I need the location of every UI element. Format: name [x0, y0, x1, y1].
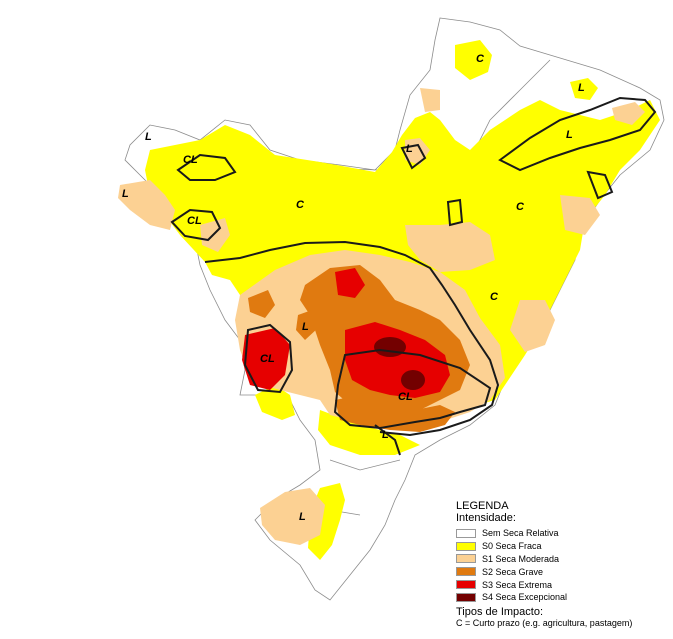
legend-swatch [456, 528, 476, 538]
legend-item: Sem Seca Relativa [456, 527, 668, 540]
legend-item: S3 Seca Extrema [456, 578, 668, 591]
legend-item: S1 Seca Moderada [456, 553, 668, 566]
impact-type-c: C = Curto prazo (e.g. agricultura, pasta… [456, 617, 633, 628]
legend-title: LEGENDA [456, 500, 509, 512]
legend-swatch [456, 567, 476, 577]
label-c: C [490, 291, 499, 303]
legend-item: S2 Seca Grave [456, 565, 668, 578]
legend-item: S0 Seca Fraca [456, 540, 668, 553]
legend-swatch [456, 554, 476, 564]
label-l: L [302, 321, 309, 333]
impact-labels: C C C C CL CL CL CL L L L L L L L L [122, 53, 585, 523]
label-l: L [566, 129, 573, 141]
label-cl: CL [183, 154, 198, 166]
label-l: L [122, 188, 129, 200]
legend-label: Sem Seca Relativa [482, 528, 559, 539]
impact-boundaries [170, 96, 657, 456]
label-c: C [516, 201, 525, 213]
legend-swatch [456, 541, 476, 551]
legend-subtitle: Intensidade: [456, 512, 516, 524]
label-c: C [476, 53, 485, 65]
label-l: L [145, 131, 152, 143]
legend-swatch [456, 592, 476, 602]
label-c: C [296, 199, 305, 211]
label-cl: CL [260, 353, 275, 365]
label-cl: CL [398, 391, 413, 403]
label-cl: CL [187, 215, 202, 227]
impact-types-title: Tipos de Impacto: [456, 605, 544, 618]
legend-label: S3 Seca Extrema [482, 579, 553, 590]
label-l: L [578, 82, 585, 94]
legend-label: S1 Seca Moderada [482, 553, 560, 564]
legend-swatch [456, 580, 476, 590]
legend-item: S4 Seca Excepcional [456, 591, 668, 604]
legend-label: S4 Seca Excepcional [482, 592, 568, 603]
legend-label: S2 Seca Grave [482, 566, 544, 577]
label-l: L [299, 511, 306, 523]
label-l: L [382, 429, 389, 441]
label-l: L [406, 143, 413, 155]
legend: LEGENDA Intensidade: Sem Seca Relativa S… [456, 500, 668, 628]
legend-label: S0 Seca Fraca [482, 541, 542, 552]
